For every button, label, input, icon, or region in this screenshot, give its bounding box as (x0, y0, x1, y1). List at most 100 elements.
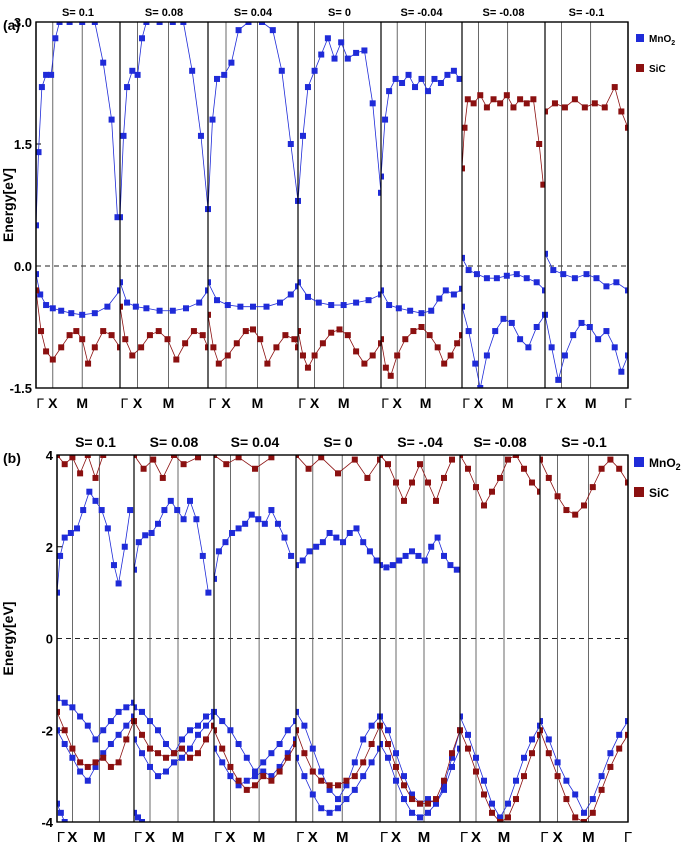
band-line-mno2 (296, 748, 380, 814)
strain-label: S= 0.1 (75, 434, 116, 450)
subpanel: S= 0 Γ X M (296, 434, 380, 846)
kpath-label: Γ (545, 395, 553, 411)
band-point-mno2 (409, 809, 415, 816)
band-point-mno2 (395, 305, 402, 312)
plot-frame (56, 454, 629, 823)
band-point-mno2 (353, 525, 360, 532)
band-point-sic (503, 92, 510, 99)
band-point-sic (489, 809, 495, 816)
kpath-label: X (133, 395, 143, 411)
subpanel: S= 0.08Γ X M (134, 434, 214, 846)
band-point-sic (260, 773, 267, 780)
band-point-mno2 (38, 84, 45, 91)
band-point-mno2 (625, 287, 628, 294)
band-point-sic (545, 474, 552, 481)
band-point-sic (561, 104, 568, 111)
band-point-mno2 (134, 809, 137, 816)
band-point-mno2 (132, 303, 139, 310)
band-point-mno2 (380, 741, 383, 748)
band-point-sic (91, 344, 98, 351)
band-point-sic (449, 456, 455, 463)
band-point-mno2 (351, 786, 358, 793)
band-point-sic (147, 745, 153, 752)
band-point-mno2 (428, 307, 435, 314)
band-point-mno2 (205, 287, 208, 294)
band-point-mno2 (135, 814, 141, 821)
band-point-mno2 (328, 302, 335, 309)
band-point-mno2 (222, 539, 229, 546)
band-point-mno2 (381, 287, 384, 294)
band-point-sic (385, 741, 391, 748)
band-point-mno2 (57, 589, 60, 596)
band-point-mno2 (139, 35, 145, 42)
subpanel: S= 0.08Γ X M (120, 7, 208, 411)
band-point-mno2 (382, 116, 389, 123)
band-point-mno2 (457, 745, 460, 752)
kpath-label: X (48, 395, 58, 411)
band-point-sic (380, 722, 383, 729)
band-point-sic (115, 759, 122, 766)
band-line-mno2 (214, 711, 296, 773)
band-point-mno2 (115, 580, 122, 587)
band-point-sic (417, 800, 423, 807)
band-point-mno2 (193, 516, 200, 523)
band-point-mno2 (296, 754, 299, 761)
band-point-mno2 (255, 516, 262, 523)
band-point-mno2 (196, 299, 203, 306)
band-point-sic (57, 708, 60, 715)
band-line-mno2 (208, 282, 298, 308)
band-point-mno2 (380, 562, 383, 569)
band-point-sic (517, 96, 524, 103)
band-series-group (545, 84, 628, 383)
band-series-group (57, 455, 134, 822)
band-point-sic (505, 456, 511, 463)
band-point-mno2 (326, 529, 333, 536)
band-point-sic (401, 497, 407, 504)
panel-label: (a) (3, 17, 20, 33)
band-point-mno2 (311, 67, 318, 74)
band-point-mno2 (377, 745, 380, 752)
kpath-label: X (225, 829, 235, 846)
band-point-sic (318, 777, 325, 784)
kpath-label: M (336, 829, 349, 846)
band-point-sic (242, 328, 249, 335)
band-point-mno2 (131, 699, 134, 706)
band-point-mno2 (333, 534, 340, 541)
band-point-mno2 (205, 589, 212, 596)
strain-label: S= -0.08 (473, 434, 527, 450)
band-point-mno2 (603, 328, 610, 335)
band-point-sic (447, 352, 454, 359)
band-point-sic (536, 141, 543, 147)
band-point-mno2 (309, 745, 316, 752)
band-point-mno2 (589, 796, 596, 803)
band-point-sic (233, 340, 240, 347)
band-line-mno2 (134, 499, 209, 593)
band-point-sic (497, 819, 503, 822)
band-point-mno2 (625, 352, 628, 359)
kpath-label: Γ (624, 829, 632, 846)
band-point-mno2 (214, 575, 217, 582)
band-point-mno2 (560, 271, 567, 278)
band-point-sic (268, 455, 275, 461)
strain-label: S= -0.1 (561, 434, 607, 450)
band-point-mno2 (187, 745, 193, 752)
band-point-mno2 (203, 722, 209, 729)
band-point-sic (138, 344, 145, 351)
band-point-sic (61, 461, 68, 468)
band-line-mno2 (380, 716, 460, 805)
band-point-mno2 (127, 507, 134, 514)
band-point-sic (276, 768, 283, 775)
band-point-sic (85, 360, 92, 367)
band-point-mno2 (91, 310, 98, 317)
band-point-mno2 (214, 745, 217, 752)
subpanel: S= 0.1 Γ X M (57, 434, 134, 846)
band-point-mno2 (281, 534, 288, 541)
band-point-sic (211, 722, 214, 729)
band-point-mno2 (209, 116, 216, 123)
band-point-mno2 (67, 529, 74, 536)
band-point-sic (295, 344, 298, 351)
band-point-mno2 (598, 773, 605, 780)
band-series-group (134, 455, 214, 822)
band-point-mno2 (453, 566, 460, 573)
